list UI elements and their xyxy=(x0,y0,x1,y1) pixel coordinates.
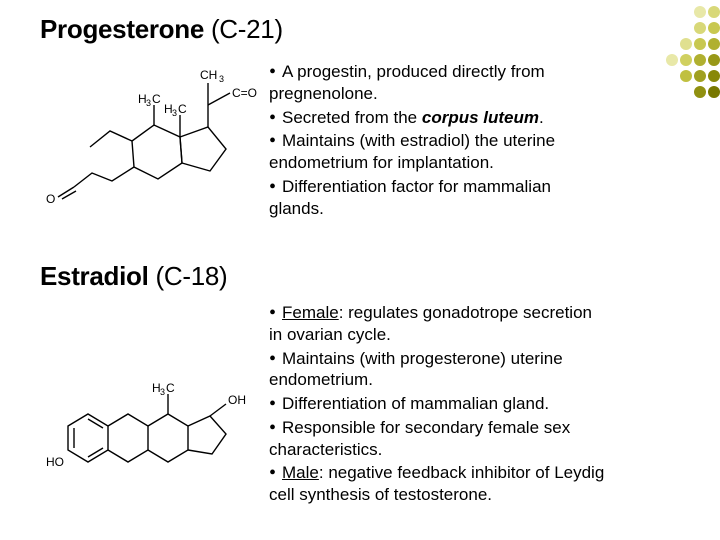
bullet-item: •Differentiation of mammalian gland. xyxy=(269,393,688,415)
estradiol-section: H3C OH HO •Female: regulates gonadotrope… xyxy=(40,302,688,508)
bullet-item: •Male: negative feedback inhibitor of Le… xyxy=(269,462,688,506)
svg-text:C: C xyxy=(152,92,161,106)
estradiol-heading: Estradiol (C-18) xyxy=(40,261,688,292)
estradiol-structure: H3C OH HO xyxy=(40,302,265,508)
svg-text:HO: HO xyxy=(46,455,64,469)
svg-text:C: C xyxy=(178,102,187,116)
progesterone-structure: CH3 C=O H3C H3C O xyxy=(40,61,265,245)
bullet-item: •Responsible for secondary female sexcha… xyxy=(269,417,688,461)
progesterone-title: Progesterone xyxy=(40,14,204,44)
progesterone-section: CH3 C=O H3C H3C O •A progestin, produced… xyxy=(40,61,688,245)
svg-text:O: O xyxy=(46,192,55,206)
svg-text:3: 3 xyxy=(160,387,165,397)
svg-text:3: 3 xyxy=(219,74,224,84)
svg-text:CH: CH xyxy=(200,68,217,82)
bullet-item: •Maintains (with estradiol) the uterinee… xyxy=(269,130,688,174)
progesterone-bullets: •A progestin, produced directly frompreg… xyxy=(269,61,688,245)
svg-text:C=O: C=O xyxy=(232,86,257,100)
svg-text:3: 3 xyxy=(172,108,177,118)
svg-text:OH: OH xyxy=(228,393,246,407)
slide: Progesterone (C-21) xyxy=(0,0,720,530)
estradiol-title: Estradiol xyxy=(40,261,149,291)
svg-text:C: C xyxy=(166,381,175,395)
bullet-item: •Maintains (with progesterone) uterineen… xyxy=(269,348,688,392)
estradiol-bullets: •Female: regulates gonadotrope secretion… xyxy=(269,302,688,508)
bullet-item: •Secreted from the corpus luteum. xyxy=(269,107,688,129)
svg-text:3: 3 xyxy=(146,98,151,108)
bullet-item: •Female: regulates gonadotrope secretion… xyxy=(269,302,688,346)
bullet-item: •Differentiation factor for mammaliangla… xyxy=(269,176,688,220)
progesterone-heading: Progesterone (C-21) xyxy=(40,14,688,45)
bullet-item: •A progestin, produced directly frompreg… xyxy=(269,61,688,105)
progesterone-subtitle: (C-21) xyxy=(211,14,283,44)
estradiol-subtitle: (C-18) xyxy=(156,261,228,291)
